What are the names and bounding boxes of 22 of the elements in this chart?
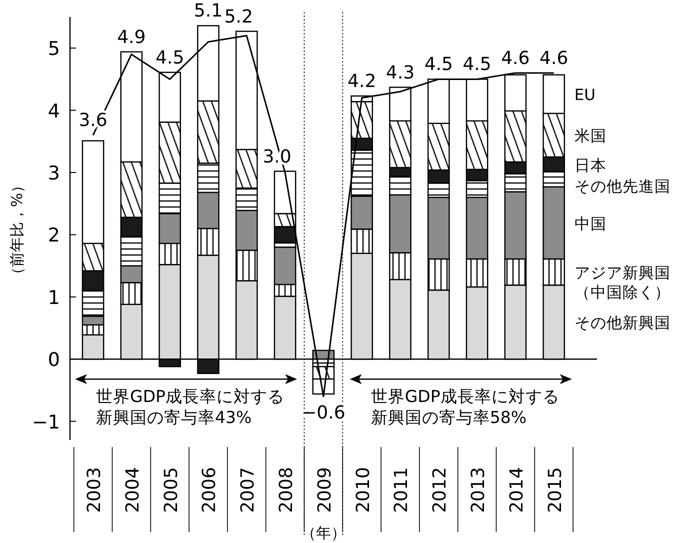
series-label: EU — [574, 86, 596, 104]
series-label: その他新興国 — [574, 314, 670, 332]
data-label: 5.1 — [194, 0, 223, 22]
series-label: アジア新興国（中国除く） — [574, 264, 670, 302]
x-axis-title: （年） — [300, 524, 346, 542]
annotation: 世界GDP成長率に対する新興国の寄与率43% — [96, 387, 284, 427]
data-label: 4.3 — [386, 62, 415, 84]
data-label: 4.5 — [424, 54, 453, 76]
y-axis-title: （前年比，%） — [8, 178, 26, 282]
data-label: 5.2 — [224, 6, 253, 28]
annotation: 世界GDP成長率に対する新興国の寄与率58% — [370, 387, 560, 427]
series-label: 米国 — [574, 127, 606, 146]
series-label: 中国 — [574, 214, 606, 233]
data-label: 4.5 — [462, 54, 492, 76]
data-label: 4.6 — [501, 48, 530, 69]
data-label: 4.5 — [156, 47, 184, 68]
data-label: −0.6 — [302, 402, 346, 424]
series-label: その他先進国 — [574, 177, 670, 196]
data-label: 4.9 — [117, 26, 146, 48]
data-label: 4.2 — [348, 71, 376, 92]
series-label: 日本 — [574, 156, 606, 174]
data-label: 4.6 — [540, 48, 568, 69]
